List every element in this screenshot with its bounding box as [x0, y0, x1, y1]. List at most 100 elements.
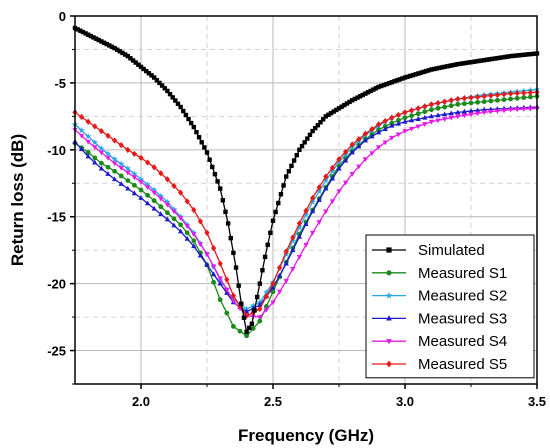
data-point: [336, 165, 342, 171]
data-point: [355, 95, 360, 100]
data-point: [138, 180, 144, 185]
data-point: [80, 29, 86, 35]
data-point: [527, 106, 534, 112]
data-point: [521, 95, 527, 101]
data-point: [184, 235, 190, 241]
data-point: [487, 57, 492, 62]
data-point: [131, 170, 138, 177]
legend-label: Measured S3: [418, 310, 507, 327]
plot-area-frame: [74, 15, 538, 385]
data-point: [371, 87, 376, 92]
data-point: [349, 171, 355, 177]
data-point: [164, 202, 171, 208]
data-point: [146, 71, 152, 76]
data-point: [452, 62, 458, 67]
data-point: [85, 150, 91, 155]
data-point: [468, 59, 474, 65]
y-axis-title: Return loss (dB): [8, 134, 27, 266]
data-point: [416, 71, 421, 76]
data-point: [392, 79, 397, 84]
data-point: [514, 95, 520, 101]
data-point: [165, 210, 170, 216]
data-point: [243, 308, 250, 314]
data-point: [217, 276, 223, 282]
data-point: [111, 137, 118, 144]
data-point: [91, 139, 98, 146]
data-point: [181, 108, 186, 114]
data-point: [289, 163, 294, 169]
data-point: [138, 195, 144, 200]
data-point: [466, 60, 471, 65]
data-point: [256, 299, 263, 306]
data-point: [265, 242, 270, 248]
x-tick-label: 3.5: [528, 394, 546, 409]
data-point: [75, 27, 80, 32]
y-tick-label: -5: [54, 76, 66, 91]
data-point: [468, 108, 474, 113]
data-point: [397, 77, 402, 82]
data-point: [309, 194, 316, 202]
data-point: [149, 73, 154, 78]
data-point: [257, 281, 262, 286]
data-point: [144, 68, 149, 74]
data-point: [170, 206, 178, 213]
data-point: [105, 132, 111, 139]
legend-marker: [386, 247, 392, 253]
data-point: [316, 187, 323, 195]
data-point: [500, 55, 505, 60]
data-point: [263, 288, 270, 296]
data-point: [448, 103, 454, 109]
data-point: [455, 114, 461, 120]
data-point: [191, 232, 197, 238]
data-point: [224, 276, 230, 283]
data-point: [382, 140, 388, 146]
data-point: [474, 93, 481, 101]
data-point: [494, 91, 501, 99]
data-point: [273, 209, 278, 215]
data-point: [376, 84, 381, 90]
data-point: [357, 94, 363, 99]
data-point: [462, 101, 467, 107]
data-point: [191, 238, 197, 244]
legend-entry: Simulated: [372, 242, 485, 259]
data-point: [217, 280, 223, 286]
data-point: [381, 82, 387, 88]
data-point: [278, 192, 284, 197]
legend-label: Measured S1: [418, 265, 507, 282]
data-point: [428, 119, 435, 125]
data-point: [184, 224, 190, 229]
data-point: [191, 206, 197, 214]
data-point: [177, 216, 184, 221]
data-point: [297, 147, 302, 153]
data-point: [468, 94, 474, 101]
data-point: [481, 110, 487, 116]
data-point: [112, 168, 117, 174]
data-point: [375, 129, 382, 135]
data-point: [511, 53, 516, 59]
data-point: [455, 109, 461, 115]
data-point: [85, 118, 91, 125]
data-point: [455, 95, 461, 103]
data-point: [125, 146, 131, 153]
data-point: [362, 157, 369, 163]
data-point: [342, 102, 347, 108]
legend-marker: [386, 315, 392, 321]
data-point: [492, 56, 497, 61]
data-point: [118, 142, 124, 149]
legend-marker: [386, 360, 392, 368]
legend-marker: [386, 339, 392, 345]
x-tick-label: 3.0: [396, 394, 414, 409]
data-point: [396, 117, 401, 123]
data-point: [318, 120, 323, 125]
data-point: [508, 96, 513, 102]
data-point: [379, 83, 384, 89]
data-point: [439, 65, 445, 70]
x-tick-label: 2.5: [264, 394, 282, 409]
data-point: [463, 60, 468, 66]
data-point: [138, 64, 144, 70]
data-point: [196, 135, 202, 140]
data-point: [131, 190, 138, 196]
data-point: [441, 111, 448, 117]
data-point: [233, 265, 239, 270]
data-point: [479, 58, 484, 63]
